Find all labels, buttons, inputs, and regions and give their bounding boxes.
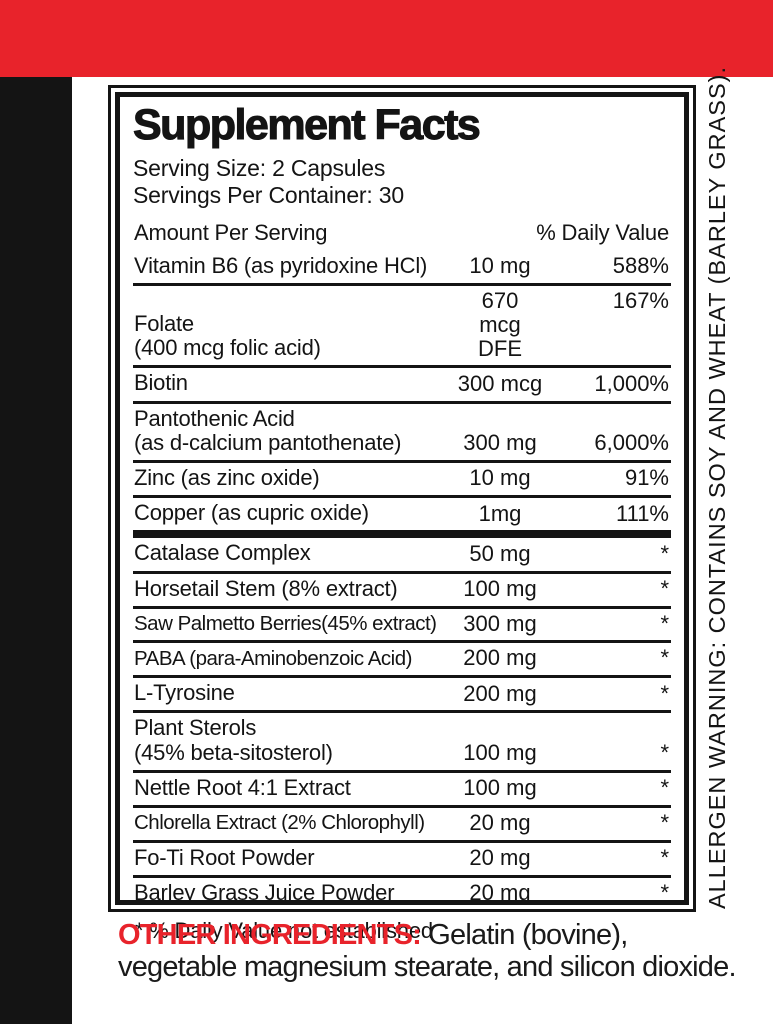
ingredient-name: Biotin bbox=[134, 370, 188, 396]
ingredient-daily-value: * bbox=[660, 645, 669, 671]
table-row: Zinc (as zinc oxide) 10 mg 91% bbox=[133, 459, 671, 495]
ingredient-amount: 670 mcg DFE bbox=[478, 288, 522, 361]
ingredient-name: Pantothenic Acid (as d-calcium pantothena… bbox=[134, 405, 402, 455]
table-header-row: Amount Per Serving % Daily Value bbox=[133, 215, 671, 251]
serving-size-text: Serving Size: 2 Capsules bbox=[133, 155, 386, 182]
ingredient-daily-value: * bbox=[660, 610, 669, 636]
left-black-sidebar bbox=[0, 77, 72, 1024]
ingredient-name: Plant Sterols (45% beta-sitosterol) bbox=[134, 715, 333, 765]
ingredient-name: L-Tyrosine bbox=[134, 680, 235, 706]
ingredient-amount: 1mg bbox=[478, 500, 522, 526]
ingredient-amount: 100 mg bbox=[463, 575, 537, 601]
ingredient-daily-value: 1,000% bbox=[594, 370, 669, 396]
table-row: Vitamin B6 (as pyridoxine HCl) 10 mg 588% bbox=[133, 251, 671, 283]
ingredient-amount: 10 mg bbox=[469, 465, 531, 491]
ingredient-daily-value: 588% bbox=[612, 253, 669, 279]
table-row: Folate (400 mcg folic acid) 670 mcg DFE 167% bbox=[133, 283, 671, 365]
supplement-facts-inner: Supplement Facts Serving Size: 2 Capsule… bbox=[115, 92, 689, 943]
table-row: Pantothenic Acid (as d-calcium pantothena… bbox=[133, 400, 671, 460]
ingredient-amount: 100 mg bbox=[463, 775, 537, 801]
ingredient-name: Fo-Ti Root Powder bbox=[134, 844, 315, 870]
other-ingredients-label: OTHER INGREDIENTS: bbox=[118, 919, 422, 951]
table-row: Catalase Complex 50 mg * bbox=[133, 530, 671, 570]
ingredient-name: Horsetail Stem (8% extract) bbox=[134, 575, 398, 601]
ingredient-name: Vitamin B6 (as pyridoxine HCl) bbox=[134, 252, 428, 278]
ingredient-name: Copper (as cupric oxide) bbox=[134, 500, 369, 526]
servings-per-container-text: Servings Per Container: 30 bbox=[133, 182, 404, 209]
ingredient-daily-value: * bbox=[660, 809, 669, 835]
ingredient-amount: 200 mg bbox=[463, 680, 537, 706]
other-ingredients-text-line1: Gelatin (bovine), bbox=[428, 919, 628, 951]
ingredient-name: Zinc (as zinc oxide) bbox=[134, 464, 320, 490]
ingredient-name: Nettle Root 4:1 Extract bbox=[134, 774, 351, 800]
ingredient-daily-value: 167% bbox=[612, 288, 669, 314]
ingredient-amount: 20 mg bbox=[469, 880, 531, 906]
ingredient-daily-value: 111% bbox=[615, 500, 669, 526]
ingredient-daily-value: * bbox=[660, 880, 669, 906]
ingredient-amount: 50 mg bbox=[469, 540, 531, 566]
top-red-band bbox=[0, 0, 773, 77]
daily-value-footnote: * % Daily Value not established bbox=[135, 918, 433, 944]
ingredient-amount: 20 mg bbox=[469, 845, 531, 871]
table-row: Biotin 300 mcg 1,000% bbox=[133, 365, 671, 400]
ingredient-name: PABA (para-Aminobenzoic Acid) bbox=[134, 646, 412, 670]
ingredient-daily-value: * bbox=[660, 540, 669, 566]
ingredient-rows: Vitamin B6 (as pyridoxine HCl) 10 mg 588% F… bbox=[133, 251, 671, 910]
ingredient-amount: 300 mcg bbox=[457, 370, 543, 396]
table-row: Plant Sterols (45% beta-sitosterol) 100 mg… bbox=[133, 710, 671, 769]
daily-value-header: % Daily Value bbox=[536, 219, 669, 245]
table-row: PABA (para-Aminobenzoic Acid) 200 mg * bbox=[133, 640, 671, 675]
ingredient-name: Barley Grass Juice Powder bbox=[134, 879, 395, 905]
ingredient-name: Chlorella Extract (2% Chlorophyll) bbox=[134, 811, 425, 835]
ingredient-name: Catalase Complex bbox=[134, 540, 311, 566]
ingredient-name: Folate (400 mcg folic acid) bbox=[134, 311, 321, 361]
ingredient-amount: 200 mg bbox=[463, 645, 537, 671]
supplement-facts-panel: Supplement Facts Serving Size: 2 Capsule… bbox=[108, 85, 696, 943]
ingredient-daily-value: 91% bbox=[624, 465, 669, 491]
allergen-warning-vertical-text: ALLERGEN WARNING: CONTAINS SOY AND WHEAT… bbox=[704, 66, 730, 909]
ingredient-amount: 300 mg bbox=[463, 430, 537, 456]
table-row: L-Tyrosine 200 mg * bbox=[133, 675, 671, 710]
table-row: Nettle Root 4:1 Extract 100 mg * bbox=[133, 769, 671, 805]
ingredient-daily-value: * bbox=[660, 775, 669, 801]
other-ingredients-section: OTHER INGREDIENTS: Gelatin (bovine), veg… bbox=[118, 919, 748, 984]
table-row: Horsetail Stem (8% extract) 100 mg * bbox=[133, 570, 671, 606]
ingredient-amount: 20 mg bbox=[469, 809, 531, 835]
table-row: Saw Palmetto Berries(45% extract) 300 mg * bbox=[133, 605, 671, 641]
ingredient-amount: 100 mg bbox=[463, 740, 537, 766]
ingredient-amount: 10 mg bbox=[469, 253, 531, 279]
table-row: Copper (as cupric oxide) 1mg 111% bbox=[133, 495, 671, 530]
ingredient-daily-value: * bbox=[660, 740, 669, 766]
ingredient-daily-value: 6,000% bbox=[594, 430, 669, 456]
table-row: Fo-Ti Root Powder 20 mg * bbox=[133, 839, 671, 875]
ingredient-name: Saw Palmetto Berries(45% extract) bbox=[134, 611, 437, 635]
table-row: Chlorella Extract (2% Chlorophyll) 20 mg * bbox=[133, 804, 671, 840]
ingredient-amount: 300 mg bbox=[463, 610, 537, 636]
ingredient-daily-value: * bbox=[660, 845, 669, 871]
table-row: Barley Grass Juice Powder 20 mg * bbox=[133, 874, 671, 910]
ingredient-daily-value: * bbox=[660, 680, 669, 706]
amount-per-serving-header: Amount Per Serving bbox=[134, 219, 328, 245]
other-ingredients-text-line2: vegetable magnesium stearate, and silico… bbox=[118, 950, 737, 983]
ingredient-daily-value: * bbox=[660, 575, 669, 601]
supplement-facts-title: Supplement Facts bbox=[132, 101, 481, 149]
